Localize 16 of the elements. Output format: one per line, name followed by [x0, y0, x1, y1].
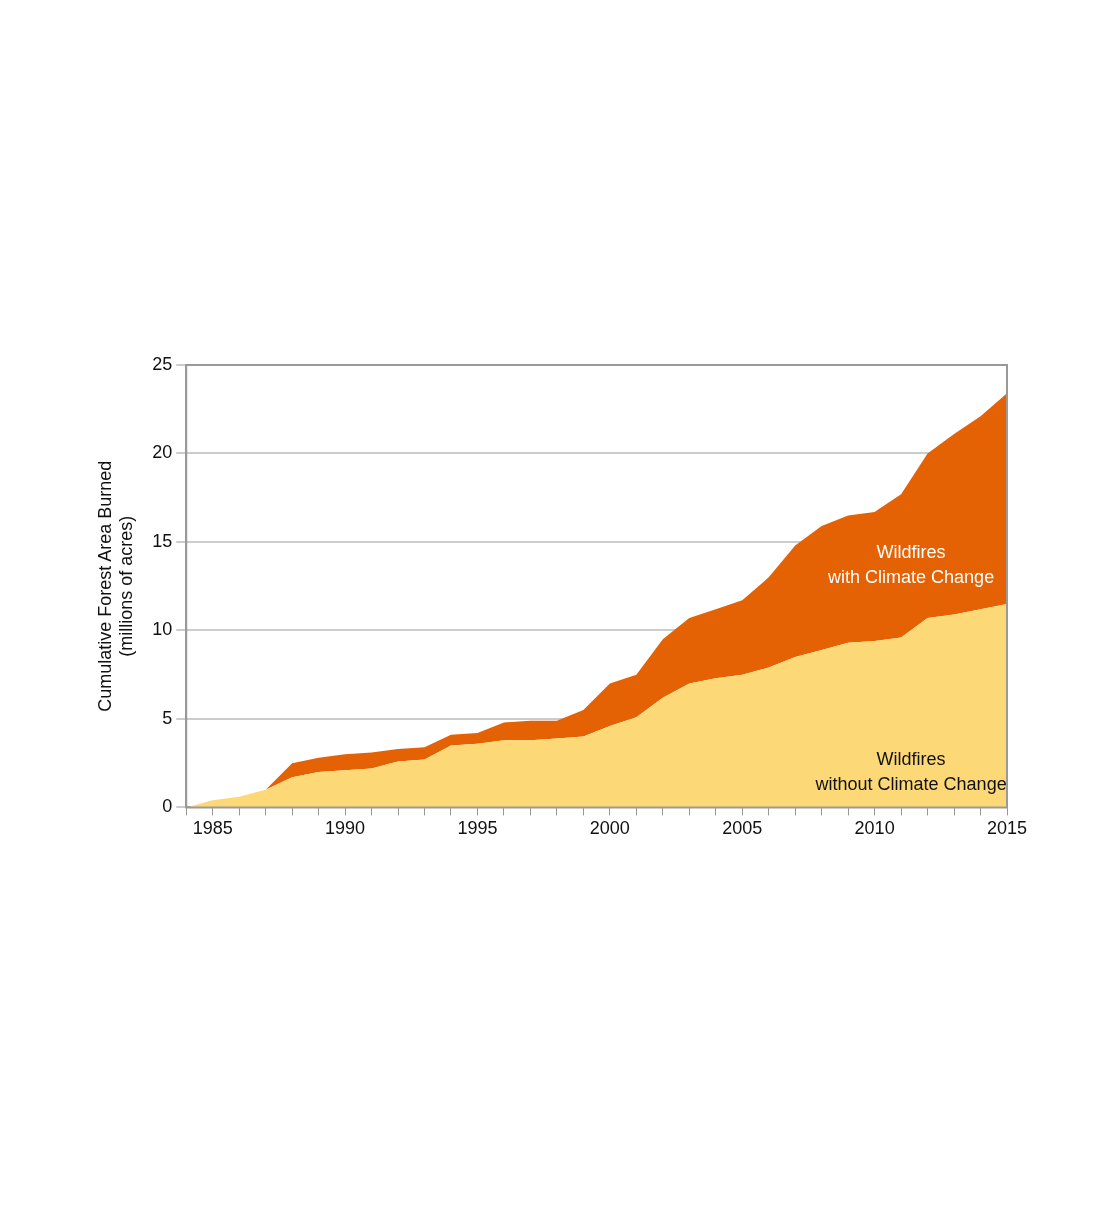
x-tick-label: 1995 [457, 818, 498, 839]
x-tick-label: 2010 [854, 818, 895, 839]
y-tick-label: 15 [152, 530, 173, 551]
y-tick-label: 5 [162, 707, 173, 728]
y-tick-label: 20 [152, 442, 173, 463]
y-tick-label: 10 [152, 619, 173, 640]
x-tick-label: 1990 [325, 818, 366, 839]
y-tick-label: 25 [152, 353, 173, 374]
y-axis-title: Cumulative Forest Area Burned (millions of acres) [94, 460, 137, 712]
series-label: Wildfires without Climate Change [814, 748, 1007, 794]
y-tick-label: 0 [162, 796, 173, 817]
x-tick-label: 1985 [192, 818, 233, 839]
x-tick-label: 2005 [722, 818, 763, 839]
series-label: Wildfires with Climate Change [827, 542, 995, 588]
x-tick-label: 2000 [589, 818, 630, 839]
x-tick-label: 2015 [986, 818, 1028, 839]
